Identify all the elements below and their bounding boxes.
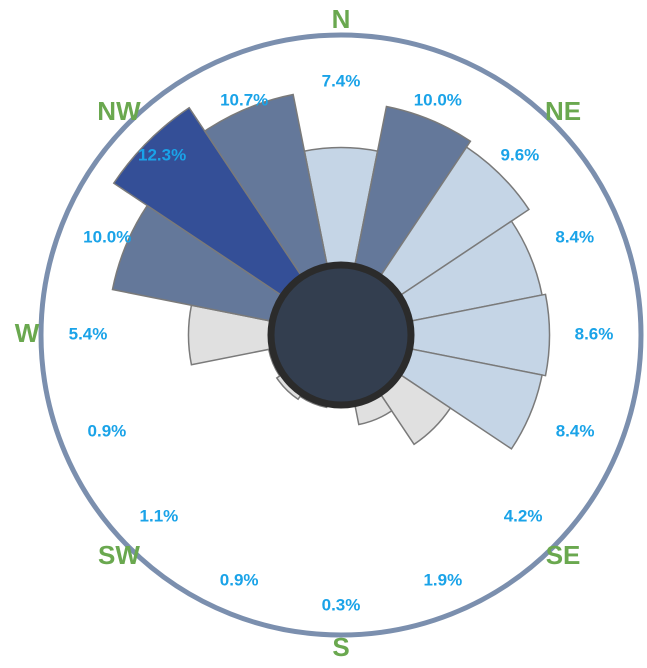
value-label: 0.9%: [88, 421, 127, 440]
direction-label: S: [332, 632, 349, 662]
value-label: 1.1%: [140, 507, 179, 526]
value-label: 12.3%: [138, 146, 186, 165]
value-label: 5.4%: [69, 324, 108, 343]
sector: [112, 106, 342, 336]
value-label: 9.6%: [501, 146, 540, 165]
value-label: 8.4%: [555, 228, 594, 247]
direction-label: SW: [98, 540, 140, 570]
direction-label: NW: [97, 96, 141, 126]
outer-ring: [38, 32, 644, 638]
value-label: 0.9%: [220, 570, 259, 589]
value-label: 10.7%: [220, 91, 268, 110]
value-label: 10.0%: [414, 91, 462, 110]
value-label: 10.0%: [83, 228, 131, 247]
value-label: 1.9%: [423, 570, 462, 589]
value-label: 8.6%: [575, 324, 614, 343]
direction-label: SE: [546, 540, 581, 570]
direction-label: N: [332, 4, 351, 34]
value-label: 4.2%: [504, 507, 543, 526]
value-label: 8.4%: [556, 421, 595, 440]
center-hub: [267, 261, 415, 409]
direction-label: NE: [545, 96, 581, 126]
direction-label: W: [15, 318, 40, 348]
sector: [340, 293, 551, 377]
value-label: 0.3%: [322, 595, 361, 614]
value-label: 7.4%: [322, 71, 361, 90]
